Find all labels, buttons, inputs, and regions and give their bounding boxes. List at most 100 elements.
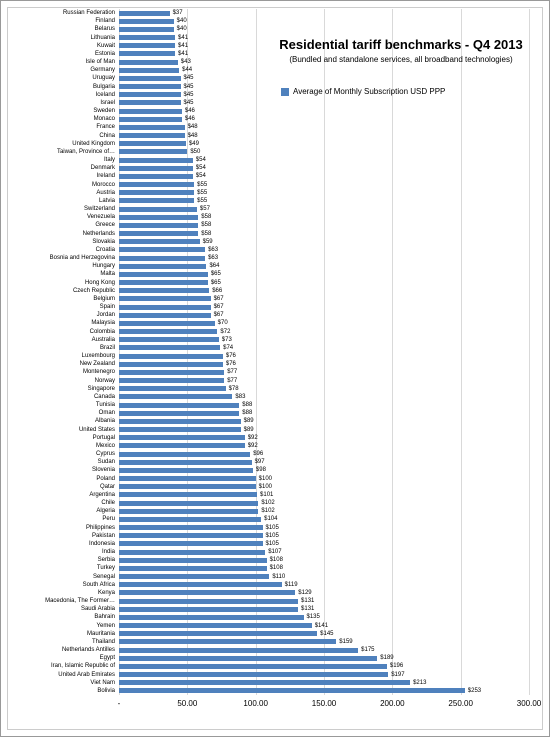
category-label: Belarus — [95, 26, 115, 32]
category-label: Germany — [90, 67, 115, 73]
x-tick-label: 200.00 — [380, 699, 404, 708]
category-label: Lithuania — [91, 35, 115, 41]
bar — [119, 264, 206, 269]
category-label: Mexico — [96, 443, 115, 449]
legend-swatch — [281, 88, 289, 96]
bar — [119, 541, 263, 546]
bar — [119, 533, 263, 538]
value-label: $55 — [197, 198, 207, 204]
category-label: Qatar — [100, 484, 115, 490]
category-label: Brazil — [100, 345, 115, 351]
bar — [119, 288, 209, 293]
bar — [119, 435, 245, 440]
value-label: $67 — [214, 296, 224, 302]
category-label: Kuwait — [97, 43, 115, 49]
category-label: Israel — [100, 100, 115, 106]
bar — [119, 574, 269, 579]
gridline — [461, 9, 462, 695]
value-label: $97 — [255, 459, 265, 465]
value-label: $55 — [197, 190, 207, 196]
value-label: $102 — [261, 500, 274, 506]
category-label: Netherlands — [83, 231, 115, 237]
category-label: Pakistan — [92, 533, 115, 539]
bar — [119, 182, 194, 187]
value-label: $88 — [242, 410, 252, 416]
bar — [119, 672, 388, 677]
bar — [119, 501, 258, 506]
value-label: $41 — [178, 35, 188, 41]
value-label: $67 — [214, 304, 224, 310]
value-label: $100 — [259, 476, 272, 482]
x-tick-label: - — [118, 699, 121, 708]
value-label: $41 — [178, 43, 188, 49]
bar — [119, 231, 198, 236]
bar — [119, 566, 267, 571]
value-label: $175 — [361, 647, 374, 653]
category-label: United Kingdom — [72, 141, 115, 147]
value-label: $92 — [248, 435, 258, 441]
x-tick-label: 100.00 — [243, 699, 267, 708]
value-label: $74 — [223, 345, 233, 351]
category-label: Bahrain — [94, 614, 115, 620]
value-label: $129 — [298, 590, 311, 596]
bar — [119, 394, 232, 399]
value-label: $72 — [220, 329, 230, 335]
category-label: Algeria — [96, 508, 115, 514]
category-label: Hungary — [92, 263, 115, 269]
bar — [119, 92, 181, 97]
value-label: $189 — [380, 655, 393, 661]
category-label: Colombia — [90, 329, 115, 335]
bar — [119, 272, 208, 277]
value-label: $102 — [261, 508, 274, 514]
category-label: Montenegro — [83, 369, 115, 375]
bar — [119, 623, 312, 628]
value-label: $89 — [244, 418, 254, 424]
category-label: Denmark — [91, 165, 115, 171]
category-label: Serbia — [98, 557, 115, 563]
value-label: $73 — [222, 337, 232, 343]
bar — [119, 133, 185, 138]
bar — [119, 329, 217, 334]
category-label: Norway — [95, 378, 115, 384]
category-label: United States — [79, 427, 115, 433]
value-label: $58 — [201, 222, 211, 228]
bar — [119, 149, 187, 154]
bar — [119, 427, 241, 432]
chart-subtitle: (Bundled and standalone services, all br… — [266, 55, 536, 64]
value-label: $119 — [285, 582, 298, 588]
bar — [119, 517, 261, 522]
bar — [119, 590, 295, 595]
value-label: $54 — [196, 157, 206, 163]
bar — [119, 362, 223, 367]
bar — [119, 76, 181, 81]
category-label: Jordan — [97, 312, 115, 318]
value-label: $105 — [266, 533, 279, 539]
bar — [119, 443, 245, 448]
value-label: $45 — [184, 75, 194, 81]
bar — [119, 215, 198, 220]
category-label: Malta — [100, 271, 115, 277]
category-label: New Zealand — [80, 361, 115, 367]
bar — [119, 509, 258, 514]
bar — [119, 656, 377, 661]
value-label: $213 — [413, 680, 426, 686]
category-label: France — [96, 124, 115, 130]
category-label: Croatia — [96, 247, 115, 253]
value-label: $54 — [196, 173, 206, 179]
bar — [119, 305, 211, 310]
value-label: $54 — [196, 165, 206, 171]
value-label: $40 — [177, 26, 187, 32]
category-label: Chile — [101, 500, 115, 506]
value-label: $145 — [320, 631, 333, 637]
value-label: $76 — [226, 361, 236, 367]
value-label: $43 — [181, 59, 191, 65]
category-label: Hong Kong — [85, 280, 115, 286]
value-label: $41 — [178, 51, 188, 57]
category-label: Latvia — [99, 198, 115, 204]
category-label: Venezuela — [87, 214, 115, 220]
category-label: Tunisia — [96, 402, 115, 408]
value-label: $98 — [256, 467, 266, 473]
value-label: $66 — [212, 288, 222, 294]
category-label: Cyprus — [96, 451, 115, 457]
bar — [119, 452, 250, 457]
